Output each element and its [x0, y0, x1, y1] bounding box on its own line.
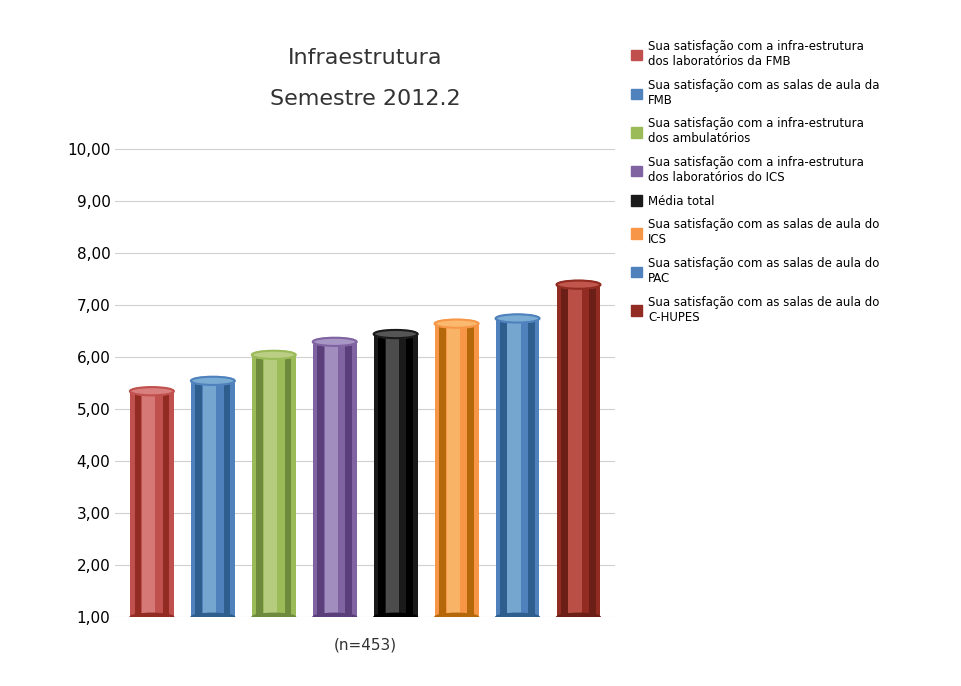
Ellipse shape [191, 613, 234, 622]
Bar [407, 334, 413, 617]
Ellipse shape [252, 351, 296, 359]
Bar [135, 391, 141, 617]
Bar [447, 324, 459, 617]
Bar [556, 285, 601, 617]
Bar [589, 285, 596, 617]
Ellipse shape [496, 613, 539, 622]
Bar [195, 381, 202, 617]
Bar [439, 324, 446, 617]
Bar [434, 324, 479, 617]
Bar [317, 342, 324, 617]
Text: Semestre 2012.2: Semestre 2012.2 [270, 89, 460, 109]
Ellipse shape [556, 613, 601, 622]
Ellipse shape [374, 330, 418, 338]
Bar [162, 391, 169, 617]
Bar [568, 285, 581, 617]
Bar [374, 334, 418, 617]
Ellipse shape [130, 613, 174, 622]
Ellipse shape [434, 613, 479, 622]
Ellipse shape [312, 613, 357, 622]
Bar [325, 342, 337, 617]
Ellipse shape [374, 613, 418, 622]
Bar [191, 381, 234, 617]
Bar [257, 355, 263, 617]
Bar [252, 355, 296, 617]
Ellipse shape [496, 314, 539, 322]
Bar [385, 334, 399, 617]
Bar [501, 318, 506, 617]
Bar [312, 342, 357, 617]
Bar [345, 342, 352, 617]
Bar [561, 285, 568, 617]
Bar [496, 318, 539, 617]
Ellipse shape [130, 387, 174, 395]
Bar [142, 391, 155, 617]
Bar [379, 334, 385, 617]
Bar [263, 355, 277, 617]
Bar [224, 381, 230, 617]
Text: (n=453): (n=453) [333, 637, 397, 652]
Ellipse shape [252, 613, 296, 622]
Ellipse shape [434, 320, 479, 328]
Text: Infraestrutura: Infraestrutura [288, 48, 442, 68]
Bar [130, 391, 174, 617]
Ellipse shape [312, 338, 357, 346]
Bar [529, 318, 535, 617]
Ellipse shape [556, 281, 601, 289]
Bar [203, 381, 216, 617]
Legend: Sua satisfação com a infra-estrutura
dos laboratórios da FMB, Sua satisfação com: Sua satisfação com a infra-estrutura dos… [630, 40, 879, 324]
Bar [467, 324, 474, 617]
Ellipse shape [191, 377, 234, 385]
Bar [284, 355, 291, 617]
Bar [507, 318, 521, 617]
